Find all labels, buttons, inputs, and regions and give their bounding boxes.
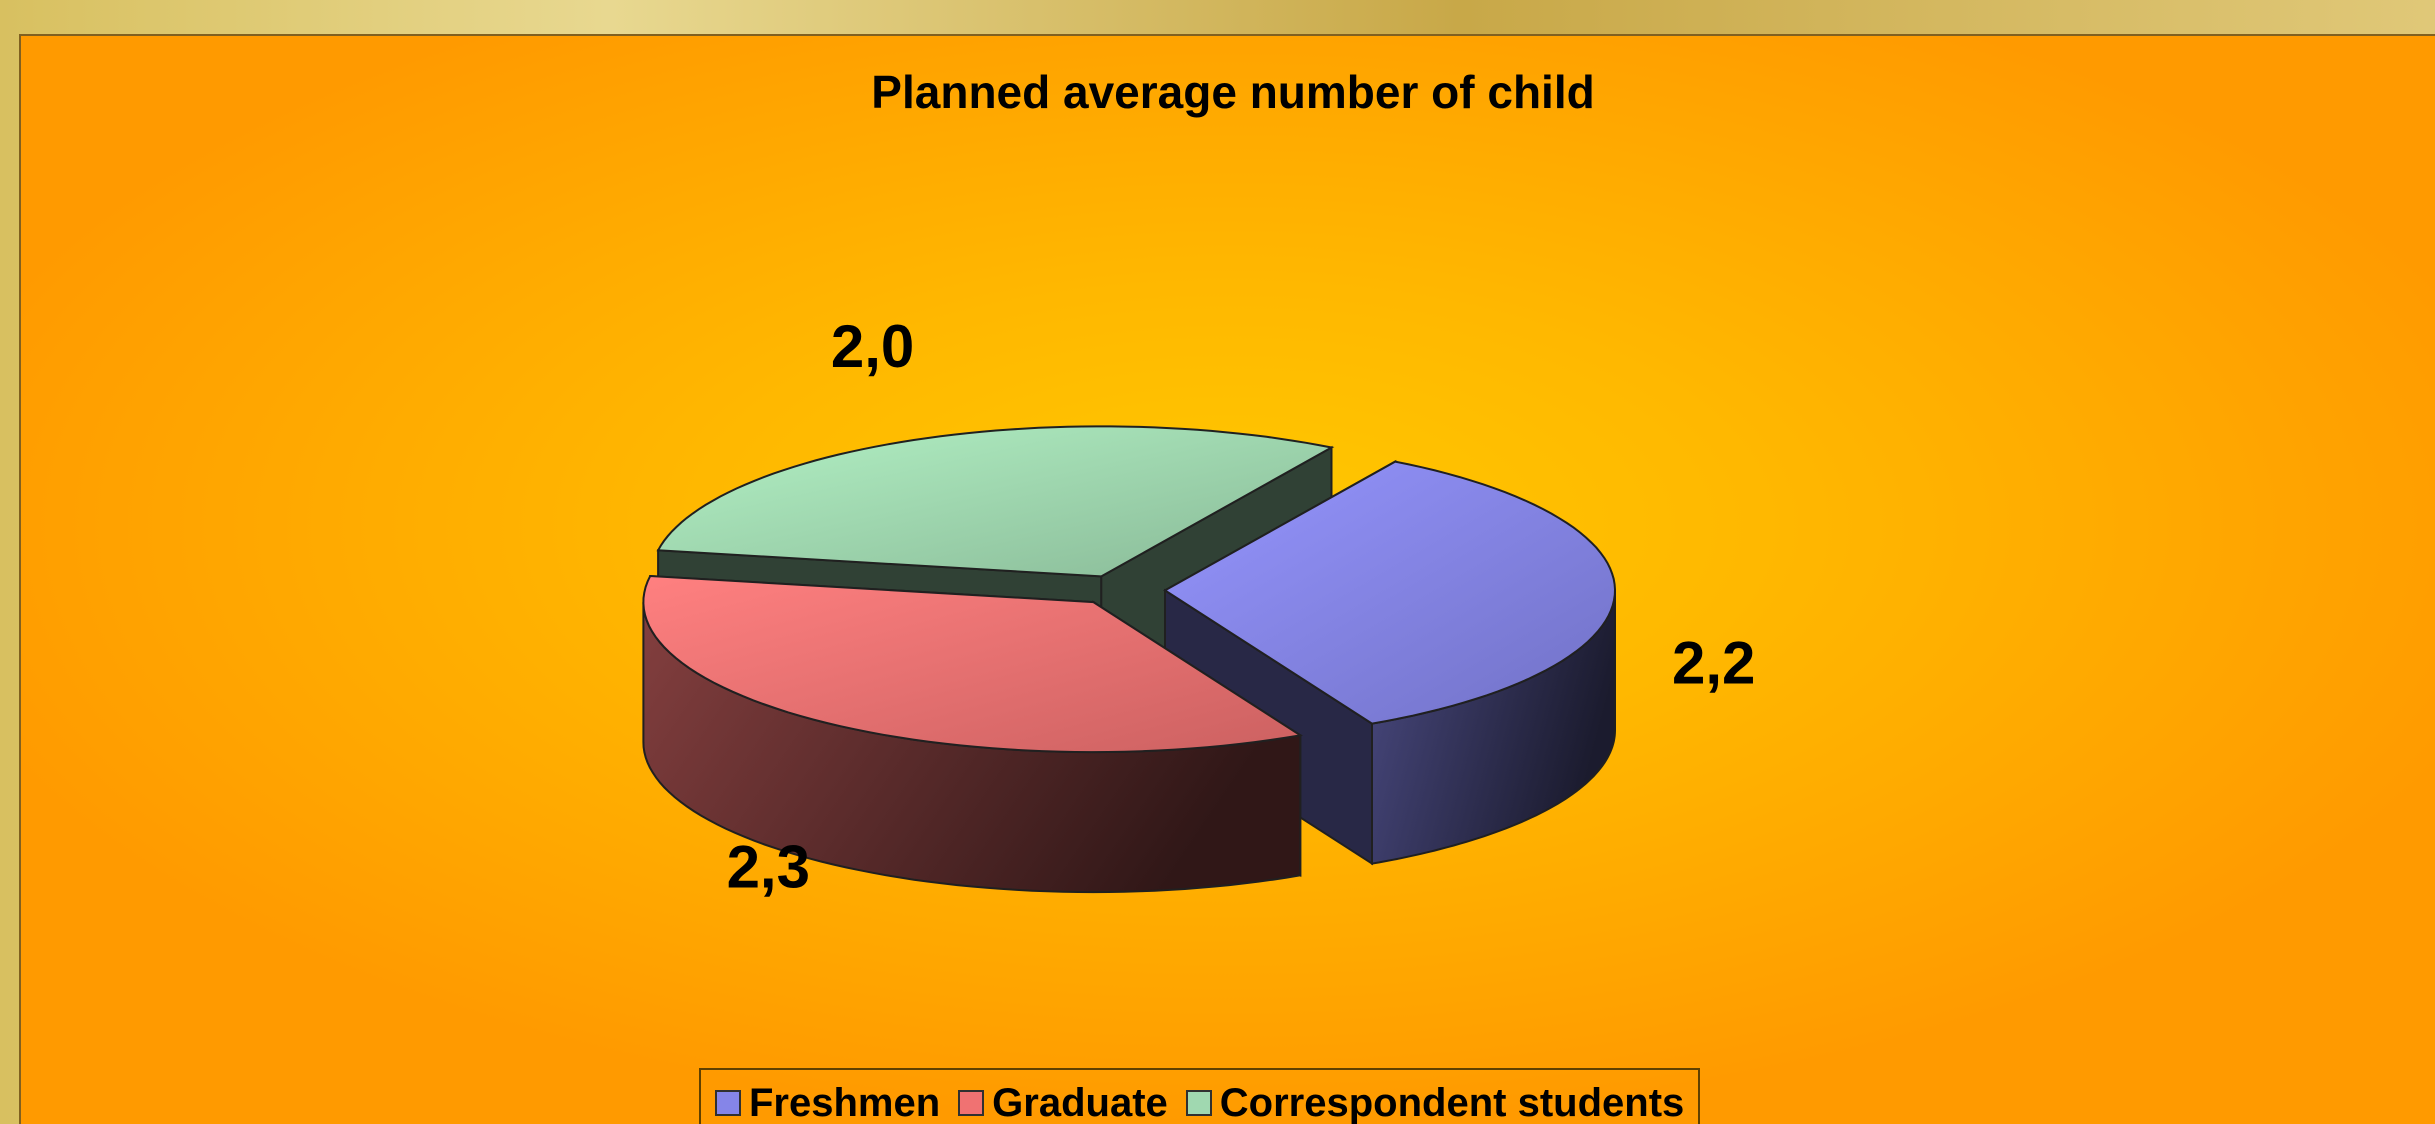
legend-item: Correspondent students (1185, 1080, 1685, 1124)
legend-label: Graduate (992, 1080, 1168, 1124)
slice (1163, 460, 1617, 725)
slice (642, 574, 1304, 754)
data-label: 2,2 (1672, 630, 1755, 697)
legend-label: Correspondent students (1219, 1080, 1685, 1124)
chart-title: Planned average number of child (871, 66, 1594, 118)
legend-swatch (715, 1090, 741, 1116)
data-label: 2,3 (727, 833, 810, 900)
legend-swatch (1185, 1090, 1212, 1116)
legend-item: Freshmen (715, 1081, 940, 1124)
legend-swatch (958, 1090, 985, 1116)
slice (656, 425, 1335, 578)
legend: Freshmen Graduate Correspondent students (699, 1068, 1701, 1124)
legend-label: Freshmen (749, 1080, 941, 1124)
data-label: 2,0 (831, 313, 914, 380)
legend-item: Graduate (958, 1081, 1168, 1124)
